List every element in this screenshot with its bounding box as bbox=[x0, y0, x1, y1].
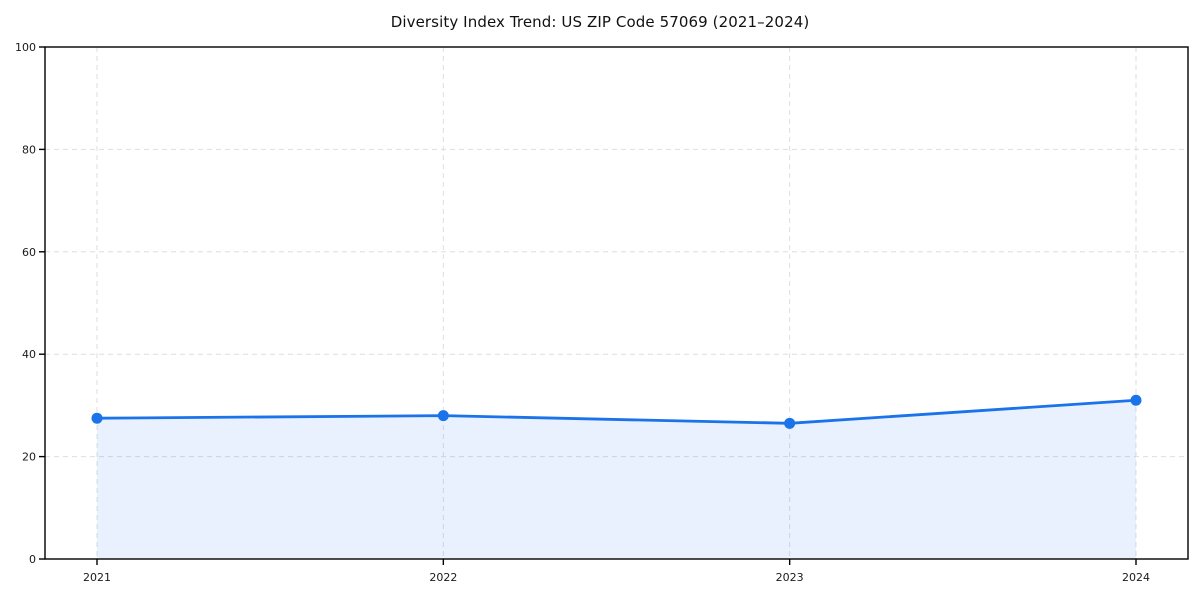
y-tick-label: 80 bbox=[22, 143, 36, 156]
y-tick-label: 60 bbox=[22, 246, 36, 259]
data-point-marker bbox=[437, 410, 449, 422]
x-tick-label: 2021 bbox=[83, 571, 111, 584]
plot-frame bbox=[44, 46, 1189, 560]
chart-title: Diversity Index Trend: US ZIP Code 57069… bbox=[390, 13, 810, 31]
y-tick-label: 40 bbox=[22, 348, 36, 361]
data-point-marker bbox=[784, 417, 796, 429]
y-tick-label: 0 bbox=[29, 553, 36, 566]
x-tick-label: 2022 bbox=[429, 571, 457, 584]
y-tick-label: 100 bbox=[15, 41, 36, 54]
x-tick-label: 2023 bbox=[776, 571, 804, 584]
y-tick-label: 20 bbox=[22, 451, 36, 464]
data-point-marker bbox=[91, 412, 103, 424]
x-tick-label: 2024 bbox=[1122, 571, 1150, 584]
data-point-marker bbox=[1130, 394, 1142, 406]
area-fill bbox=[97, 400, 1136, 559]
trend-line bbox=[95, 398, 1138, 425]
